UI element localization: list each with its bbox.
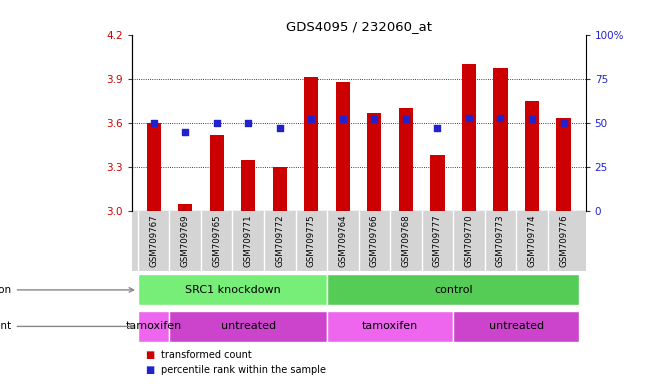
Bar: [453, 311, 579, 342]
Text: GSM709765: GSM709765: [213, 214, 221, 267]
Text: GSM709767: GSM709767: [149, 214, 158, 267]
Text: agent: agent: [0, 321, 134, 331]
Point: [211, 120, 222, 126]
Point: [274, 125, 285, 131]
Bar: [138, 274, 327, 306]
Point: [558, 120, 569, 126]
Bar: [367, 113, 382, 211]
Bar: [138, 311, 170, 342]
Text: GSM709771: GSM709771: [243, 214, 253, 267]
Text: tamoxifen: tamoxifen: [362, 321, 418, 331]
Bar: [557, 119, 570, 211]
Bar: [147, 123, 161, 211]
Bar: [241, 160, 255, 211]
Point: [401, 116, 411, 122]
Bar: [327, 274, 579, 306]
Point: [338, 116, 348, 122]
Text: GSM709766: GSM709766: [370, 214, 379, 267]
Bar: [327, 311, 453, 342]
Bar: [430, 155, 445, 211]
Bar: [399, 108, 413, 211]
Title: GDS4095 / 232060_at: GDS4095 / 232060_at: [286, 20, 432, 33]
Bar: [494, 68, 507, 211]
Bar: [210, 135, 224, 211]
Text: GSM709774: GSM709774: [528, 214, 536, 267]
Bar: [525, 101, 539, 211]
Text: tamoxifen: tamoxifen: [126, 321, 182, 331]
Text: ■: ■: [145, 365, 154, 375]
Text: GSM709770: GSM709770: [465, 214, 474, 267]
Text: transformed count: transformed count: [161, 350, 252, 360]
Text: GSM709777: GSM709777: [433, 214, 442, 267]
Point: [432, 125, 443, 131]
Text: GSM709769: GSM709769: [181, 214, 190, 266]
Text: GSM709764: GSM709764: [338, 214, 347, 267]
Point: [180, 129, 190, 135]
Text: untreated: untreated: [489, 321, 544, 331]
Text: GSM709772: GSM709772: [275, 214, 284, 267]
Point: [464, 114, 474, 121]
Point: [306, 116, 316, 122]
Bar: [169, 311, 327, 342]
Bar: [272, 167, 287, 211]
Bar: [178, 204, 192, 211]
Point: [149, 120, 159, 126]
Text: untreated: untreated: [220, 321, 276, 331]
Point: [243, 120, 253, 126]
Point: [527, 116, 538, 122]
Bar: [462, 64, 476, 211]
Text: percentile rank within the sample: percentile rank within the sample: [161, 365, 326, 375]
Point: [369, 116, 380, 122]
Text: GSM709775: GSM709775: [307, 214, 316, 267]
Text: SRC1 knockdown: SRC1 knockdown: [185, 285, 280, 295]
Text: control: control: [434, 285, 472, 295]
Text: ■: ■: [145, 350, 154, 360]
Text: genotype/variation: genotype/variation: [0, 285, 134, 295]
Point: [495, 114, 506, 121]
Text: GSM709776: GSM709776: [559, 214, 568, 267]
Text: GSM709768: GSM709768: [401, 214, 411, 267]
Bar: [336, 82, 350, 211]
Text: GSM709773: GSM709773: [496, 214, 505, 267]
Bar: [304, 77, 318, 211]
